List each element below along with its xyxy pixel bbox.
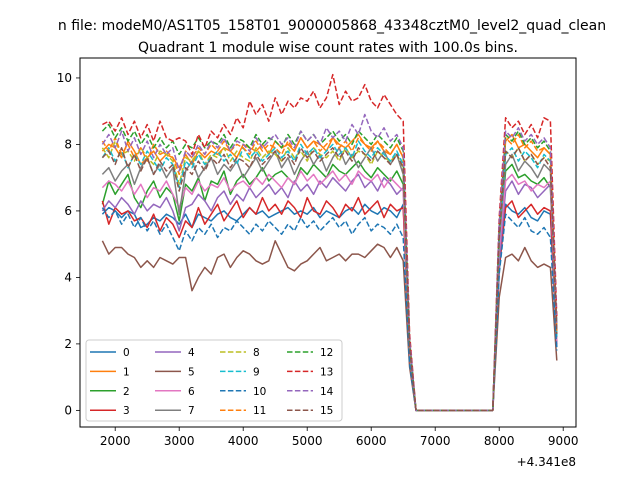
legend-label-2: 2: [123, 386, 130, 398]
x-tick-label: 6000: [356, 434, 387, 448]
legend-label-13: 13: [320, 366, 333, 378]
x-tick-label: 2000: [100, 434, 131, 448]
y-tick-label: 0: [64, 403, 72, 417]
legend-label-0: 0: [123, 347, 130, 359]
legend-label-5: 5: [188, 366, 195, 378]
legend-label-4: 4: [188, 347, 195, 359]
y-tick-label: 8: [64, 137, 72, 151]
legend-label-15: 15: [320, 405, 333, 417]
y-tick-label: 10: [57, 71, 72, 85]
legend-label-10: 10: [253, 386, 266, 398]
x-offset-label: +4.341e8: [517, 455, 576, 469]
y-tick-label: 4: [64, 270, 72, 284]
x-tick-label: 9000: [548, 434, 579, 448]
legend-label-3: 3: [123, 405, 130, 417]
x-tick-label: 4000: [228, 434, 259, 448]
legend-label-14: 14: [320, 386, 334, 398]
x-tick-label: 5000: [292, 434, 323, 448]
legend-label-9: 9: [253, 366, 260, 378]
series-line-13: [102, 73, 558, 412]
y-tick-label: 2: [64, 337, 72, 351]
legend-label-12: 12: [320, 347, 333, 359]
series-line-8: [101, 140, 558, 412]
legend-label-7: 7: [188, 405, 195, 417]
legend-label-11: 11: [253, 405, 266, 417]
series-lines: [101, 73, 558, 412]
x-tick-label: 7000: [420, 434, 451, 448]
y-tick-label: 6: [64, 204, 72, 218]
series-line-12: [101, 123, 558, 412]
x-tick-label: 8000: [484, 434, 515, 448]
legend-label-1: 1: [123, 366, 130, 378]
x-tick-label: 3000: [164, 434, 195, 448]
series-line-14: [101, 113, 558, 412]
legend-label-8: 8: [253, 347, 260, 359]
legend-box: [85, 339, 343, 422]
series-line-15: [101, 147, 558, 412]
chart-title: Quadrant 1 module wise count rates with …: [138, 40, 518, 56]
plot-frame: [79, 57, 577, 428]
legend-label-6: 6: [188, 386, 195, 398]
file-title: n file: modeM0/AS1T05_158T01_9000005868_…: [58, 18, 606, 34]
